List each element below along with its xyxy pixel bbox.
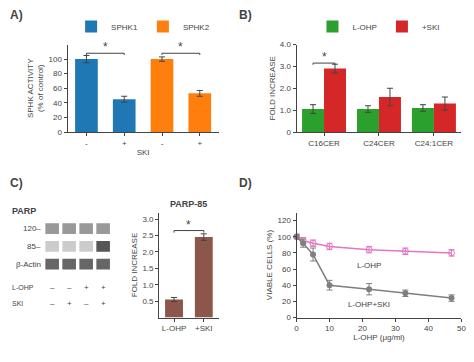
svg-text:C24:1CER: C24:1CER (415, 139, 453, 148)
svg-text:+: + (122, 139, 127, 148)
svg-text:40: 40 (53, 99, 62, 108)
svg-text:60: 60 (282, 265, 291, 274)
svg-text:*: * (103, 40, 108, 54)
svg-text:80: 80 (53, 69, 62, 78)
svg-text:0: 0 (286, 313, 291, 322)
svg-text:0: 0 (57, 128, 62, 137)
svg-text:10: 10 (325, 324, 334, 333)
svg-text:PARP-85: PARP-85 (170, 199, 207, 209)
svg-text:SKI: SKI (12, 300, 23, 307)
svg-text:C): C) (10, 176, 23, 190)
svg-text:+: + (197, 139, 202, 148)
svg-text:-: - (161, 139, 164, 148)
svg-text:L-OHP: L-OHP (357, 261, 381, 270)
svg-text:VIABLE CELLS (%): VIABLE CELLS (%) (265, 230, 274, 301)
svg-text:2.0: 2.0 (142, 248, 154, 257)
svg-text:C24CER: C24CER (363, 139, 395, 148)
svg-text:+SKI: +SKI (195, 324, 213, 333)
svg-text:40: 40 (424, 324, 433, 333)
svg-text:2.0: 2.0 (280, 84, 292, 93)
svg-text:B): B) (239, 8, 252, 22)
svg-text:C16CER: C16CER (308, 139, 340, 148)
svg-text:A): A) (10, 8, 23, 22)
svg-text:L-OHP: L-OHP (12, 284, 34, 291)
svg-text:120: 120 (278, 216, 292, 225)
svg-text:–: – (50, 283, 55, 292)
svg-text:120–: 120– (23, 224, 41, 233)
svg-text:20: 20 (282, 297, 291, 306)
svg-text:1.0: 1.0 (142, 280, 154, 289)
svg-text:+: + (67, 299, 72, 308)
svg-text:*: * (186, 218, 191, 232)
svg-text:–: – (50, 299, 55, 308)
svg-text:3.0: 3.0 (142, 215, 154, 224)
svg-text:D): D) (239, 176, 252, 190)
svg-text:20: 20 (358, 324, 367, 333)
svg-text:30: 30 (391, 324, 400, 333)
svg-text:-: - (85, 139, 88, 148)
svg-text:80: 80 (282, 249, 291, 258)
svg-text:0: 0 (294, 324, 299, 333)
svg-text:100: 100 (49, 55, 63, 64)
svg-text:L-OHP: L-OHP (162, 324, 186, 333)
svg-text:FOLD INCREASE: FOLD INCREASE (130, 233, 139, 297)
svg-text:20: 20 (53, 113, 62, 122)
svg-text:3.0: 3.0 (280, 62, 292, 71)
svg-text:4.0: 4.0 (280, 40, 292, 49)
svg-text:100: 100 (278, 233, 292, 242)
svg-text:–: – (67, 283, 72, 292)
svg-text:60: 60 (53, 84, 62, 93)
svg-text:SPHK2: SPHK2 (183, 23, 210, 32)
svg-text:40: 40 (282, 281, 291, 290)
svg-text:85–: 85– (27, 242, 41, 251)
svg-text:1.5: 1.5 (142, 264, 154, 273)
svg-text:L-OHP: L-OHP (352, 23, 376, 32)
svg-text:SPHK ACTIVITY(% of control): SPHK ACTIVITY(% of control) (26, 58, 45, 118)
svg-text:+: + (101, 299, 106, 308)
svg-text:PARP: PARP (12, 206, 36, 216)
svg-text:1.0: 1.0 (280, 106, 292, 115)
svg-text:SPHK1: SPHK1 (111, 23, 138, 32)
svg-text:L-OHP (μg/ml): L-OHP (μg/ml) (353, 333, 405, 342)
svg-text:+: + (101, 283, 106, 292)
svg-text:–: – (84, 299, 89, 308)
svg-text:β-Actin: β-Actin (16, 260, 41, 269)
svg-text:*: * (322, 50, 327, 64)
svg-text:L-OHP+SKI: L-OHP+SKI (348, 300, 390, 309)
svg-text:+SKI: +SKI (422, 23, 440, 32)
svg-text:2.5: 2.5 (142, 231, 154, 240)
svg-text:0.5: 0.5 (142, 297, 154, 306)
svg-text:0: 0 (286, 128, 291, 137)
svg-text:FOLD INCREASE: FOLD INCREASE (268, 56, 277, 120)
svg-text:SKI: SKI (137, 148, 150, 157)
svg-text:+: + (84, 283, 89, 292)
svg-text:50: 50 (457, 324, 466, 333)
svg-text:*: * (178, 40, 183, 54)
